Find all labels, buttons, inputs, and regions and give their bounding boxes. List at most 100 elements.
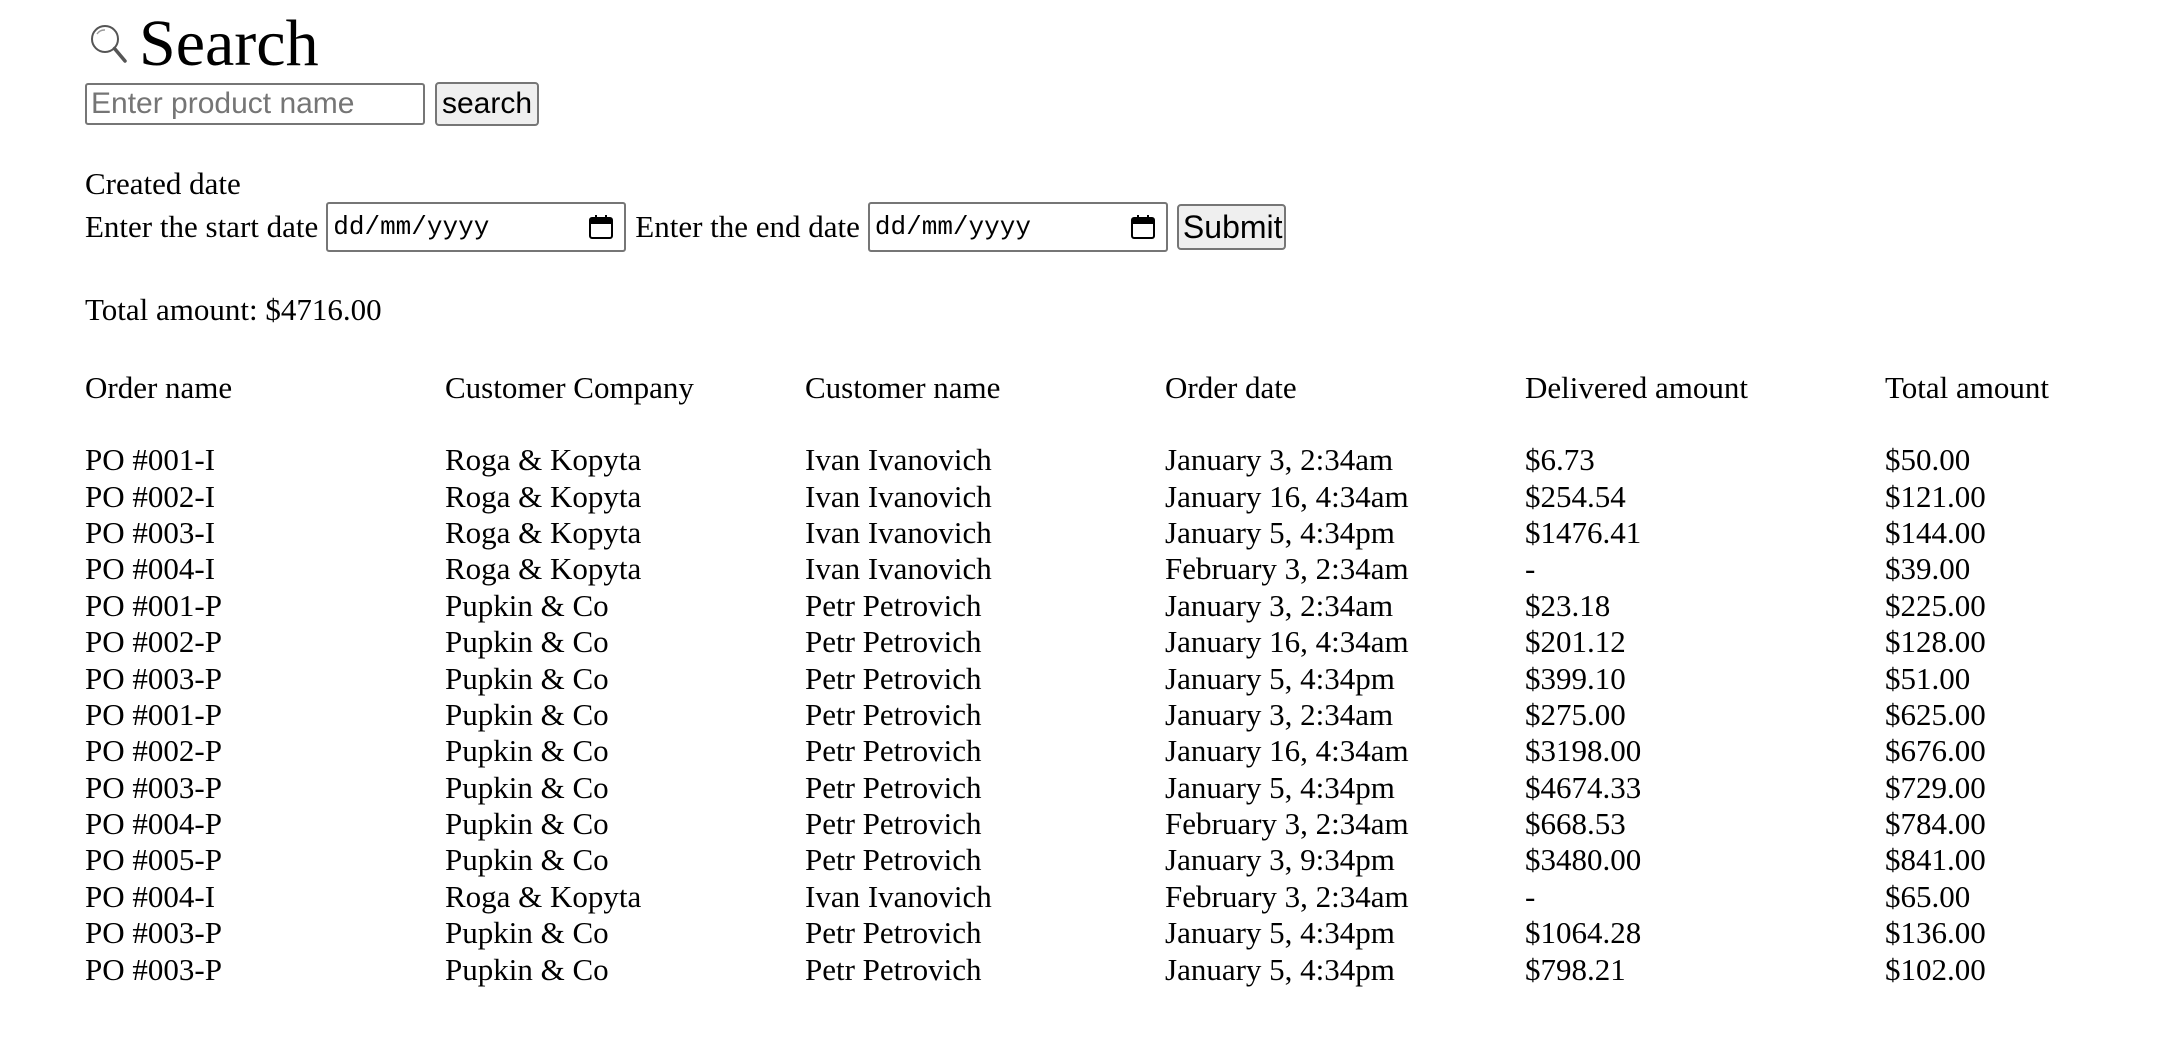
order-date-cell: January 16, 4:34am [1165,624,1409,660]
delivered-amount-cell: $23.18 [1525,587,1611,623]
delivered-amount-cell: $254.54 [1525,478,1626,514]
end-date-label: Enter the end date [635,209,860,244]
total-amount-cell: $225.00 [1885,587,1986,623]
total-amount-cell: $121.00 [1885,478,1986,514]
customer-company-cell: Pupkin & Co [445,587,609,623]
order-date-cell: February 3, 2:34am [1165,878,1409,914]
total-amount-cell: $841.00 [1885,842,1986,878]
order-date-cell: January 3, 2:34am [1165,696,1394,732]
customer-company-cell: Pupkin & Co [445,915,609,951]
customer-name-cell: Petr Petrovich [805,660,982,696]
calendar-icon[interactable] [1130,214,1156,240]
search-button[interactable]: search [435,82,539,126]
customer-company-cell: Pupkin & Co [445,660,609,696]
order-date-cell: February 3, 2:34am [1165,551,1409,587]
order-name-cell: PO #003-P [85,660,222,696]
order-date-cell: January 5, 4:34pm [1165,660,1395,696]
order-name-cell: PO #002-P [85,624,222,660]
customer-name-cell: Petr Petrovich [805,915,982,951]
order-date-cell: January 5, 4:34pm [1165,514,1395,550]
order-name-cell: PO #003-P [85,951,222,987]
customer-name-cell: Petr Petrovich [805,806,982,842]
total-amount-cell: $676.00 [1885,733,1986,769]
customer-name-cell: Petr Petrovich [805,769,982,805]
customer-company-cell: Roga & Kopyta [445,442,642,478]
delivered-amount-cell: - [1525,878,1536,914]
end-date-placeholder: dd/mm/yyyy [874,212,1031,242]
table-row: PO #003-P Pupkin & Co Petr Petrovich Januar… [85,915,2145,951]
customer-company-cell: Roga & Kopyta [445,514,642,550]
delivered-amount-cell: $3480.00 [1525,842,1642,878]
order-name-cell: PO #004-I [85,551,216,587]
delivered-amount-cell: $798.21 [1525,951,1626,987]
total-amount-cell: $136.00 [1885,915,1986,951]
customer-company-cell: Pupkin & Co [445,951,609,987]
total-amount-cell: $39.00 [1885,551,1971,587]
delivered-amount-cell: $6.73 [1525,442,1595,478]
customer-name-cell: Petr Petrovich [805,733,982,769]
customer-name-cell: Petr Petrovich [805,951,982,987]
delivered-amount-cell: $275.00 [1525,696,1626,732]
table-header-row: Order name Customer Company Customer nam… [85,366,2145,410]
table-row: PO #003-P Pupkin & Co Petr Petrovich Januar… [85,951,2145,987]
delivered-amount-cell: $4674.33 [1525,769,1642,805]
order-name-cell: PO #003-P [85,915,222,951]
orders-table-body: PO #001-I Roga & Kopyta Ivan Ivanovich Janu… [85,442,2145,988]
customer-name-cell: Ivan Ivanovich [805,514,992,550]
delivered-amount-cell: $201.12 [1525,624,1626,660]
customer-name-cell: Ivan Ivanovich [805,551,992,587]
order-date-cell: January 3, 9:34pm [1165,842,1395,878]
customer-name-cell: Ivan Ivanovich [805,878,992,914]
total-amount-cell: $51.00 [1885,660,1971,696]
delivered-amount-cell: $668.53 [1525,806,1626,842]
table-row: PO #002-P Pupkin & Co Petr Petrovich Januar… [85,733,2145,769]
total-amount-cell: $144.00 [1885,514,1986,550]
total-amount-cell: $128.00 [1885,624,1986,660]
end-date-input[interactable]: dd/mm/yyyy [867,202,1168,252]
order-name-cell: PO #004-I [85,878,216,914]
column-header-order-date: Order date [1165,370,1297,405]
customer-company-cell: Pupkin & Co [445,769,609,805]
column-header-customer-company: Customer Company [445,370,694,405]
table-row: PO #001-I Roga & Kopyta Ivan Ivanovich Janu… [85,442,2145,478]
table-row: PO #004-I Roga & Kopyta Ivan Ivanovich Febr… [85,551,2145,587]
column-header-order-name: Order name [85,370,233,405]
total-amount-cell: $102.00 [1885,951,1986,987]
delivered-amount-cell: $1476.41 [1525,514,1642,550]
order-name-cell: PO #001-P [85,587,222,623]
order-name-cell: PO #005-P [85,842,222,878]
start-date-input[interactable]: dd/mm/yyyy [326,202,627,252]
order-name-cell: PO #003-P [85,769,222,805]
order-date-cell: February 3, 2:34am [1165,806,1409,842]
order-date-cell: January 5, 4:34pm [1165,951,1395,987]
delivered-amount-cell: $399.10 [1525,660,1626,696]
delivered-amount-cell: $3198.00 [1525,733,1642,769]
calendar-icon[interactable] [588,214,614,240]
search-icon [85,19,131,69]
table-row: PO #001-P Pupkin & Co Petr Petrovich Januar… [85,588,2145,624]
order-date-cell: January 3, 2:34am [1165,442,1394,478]
order-date-cell: January 16, 4:34am [1165,733,1409,769]
table-row: PO #004-I Roga & Kopyta Ivan Ivanovich Febr… [85,879,2145,915]
customer-name-cell: Ivan Ivanovich [805,478,992,514]
column-header-delivered-amount: Delivered amount [1525,370,1748,405]
order-name-cell: PO #001-I [85,442,216,478]
delivered-amount-cell: $1064.28 [1525,915,1642,951]
order-name-cell: PO #002-P [85,733,222,769]
total-amount-cell: $625.00 [1885,696,1986,732]
column-header-customer-name: Customer name [805,370,1001,405]
table-row: PO #002-I Roga & Kopyta Ivan Ivanovich Janu… [85,478,2145,514]
customer-company-cell: Pupkin & Co [445,842,609,878]
order-date-cell: January 5, 4:34pm [1165,915,1395,951]
total-amount-cell: $50.00 [1885,442,1971,478]
customer-company-cell: Pupkin & Co [445,806,609,842]
product-search-input[interactable] [85,83,425,125]
order-date-cell: January 5, 4:34pm [1165,769,1395,805]
customer-company-cell: Pupkin & Co [445,696,609,732]
submit-button[interactable]: Submit [1176,204,1286,250]
total-amount-cell: $784.00 [1885,806,1986,842]
search-bar: search [85,82,539,126]
table-row: PO #002-P Pupkin & Co Petr Petrovich Januar… [85,624,2145,660]
customer-company-cell: Roga & Kopyta [445,878,642,914]
total-amount-cell: $65.00 [1885,878,1971,914]
